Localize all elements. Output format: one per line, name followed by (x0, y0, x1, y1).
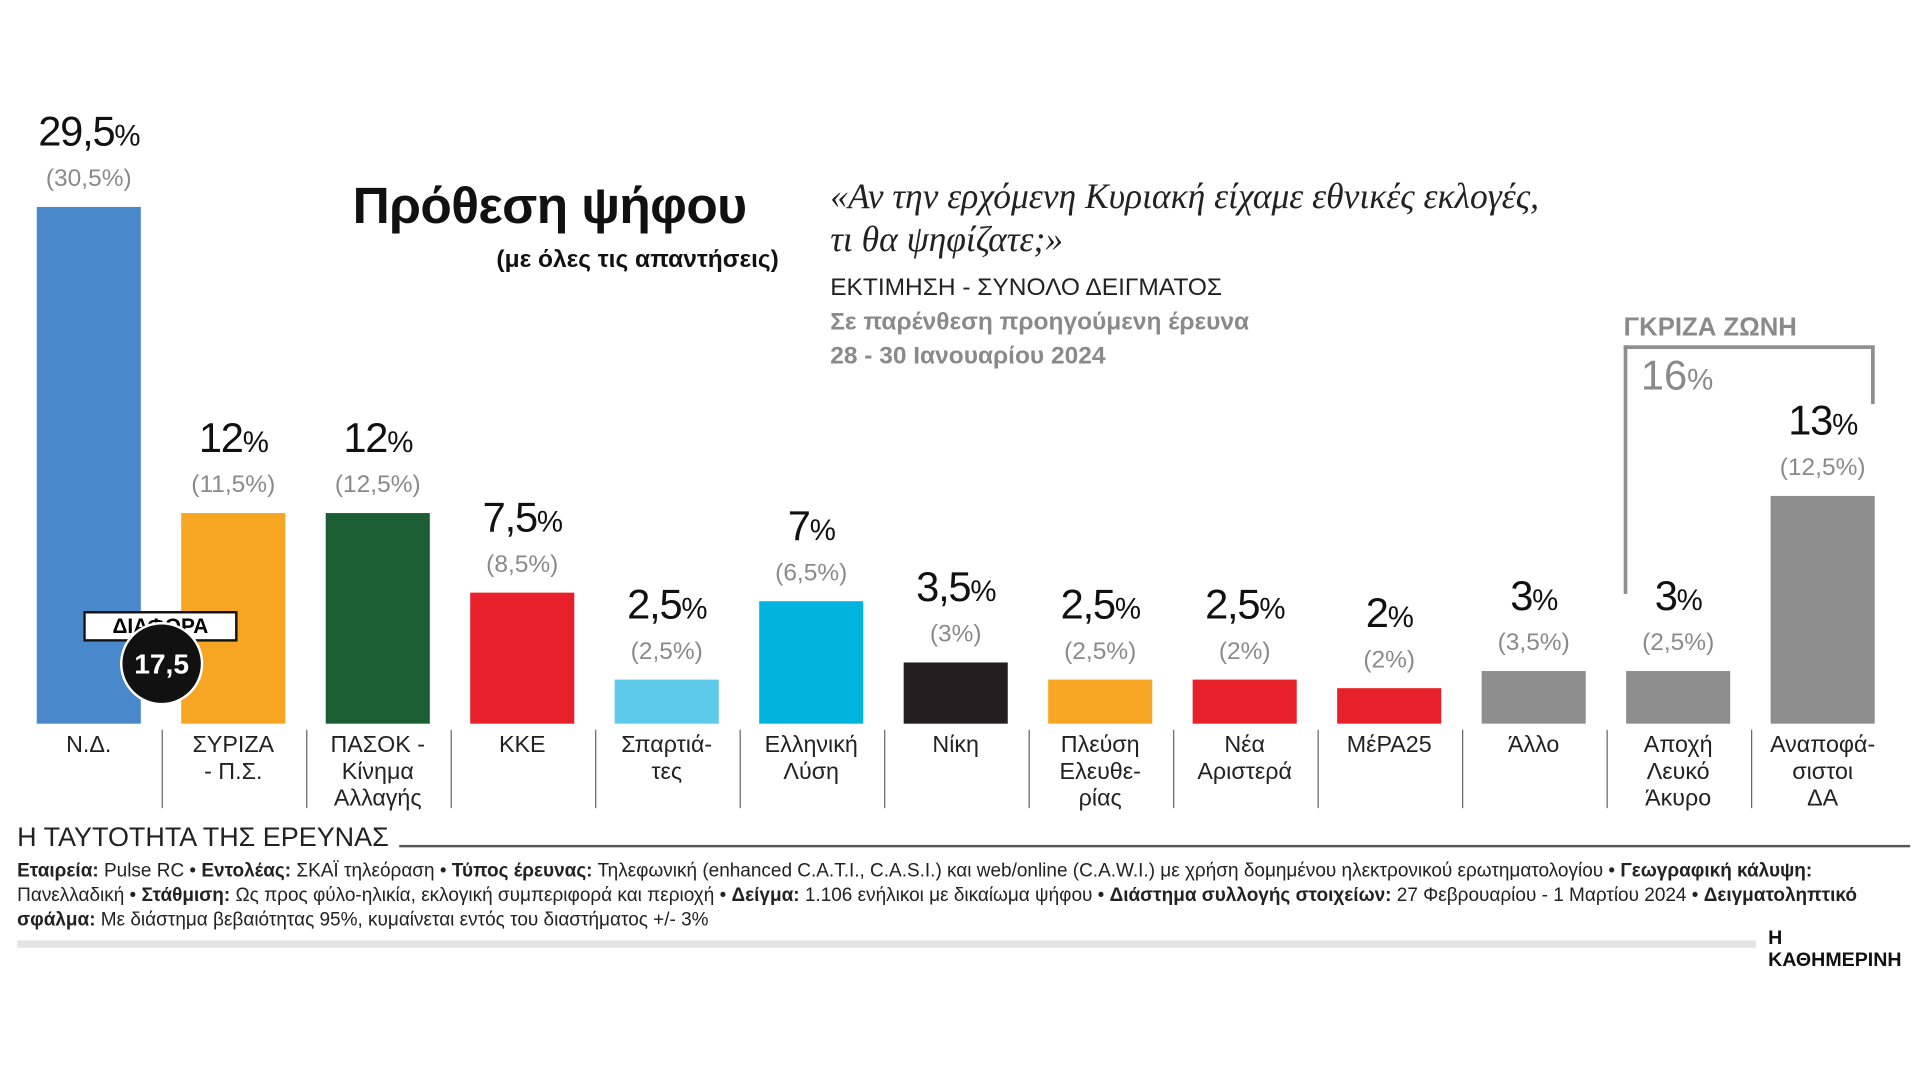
category-label: Πλεύση Ελευθε- ρίας (1059, 732, 1141, 812)
category-label: ΠΑΣΟΚ - Κίνημα Αλλαγής (330, 732, 426, 812)
category-label: Ελληνική Λύση (764, 732, 858, 785)
grey-zone-bracket-right (1871, 345, 1875, 405)
category-separator (595, 729, 597, 809)
grey-zone-bracket (1623, 345, 1875, 594)
category-label: ΜέΡΑ25 (1346, 732, 1432, 758)
bar (1770, 496, 1875, 724)
grey-zone-label: ΓΚΡΙΖΑ ΖΩΝΗ (1623, 313, 1797, 342)
category-separator (739, 729, 741, 809)
poll-question: «Αν την ερχόμενη Κυριακή είχαμε εθνικές … (830, 177, 1540, 260)
survey-detail-item: • Εντολέας: ΣΚΑΪ τηλεόραση (184, 860, 435, 882)
previous-value-label: (2,5%) (1064, 638, 1137, 666)
category-separator (1751, 729, 1753, 809)
survey-detail-item: Εταιρεία: Pulse RC (17, 860, 185, 882)
value-label: 2,5% (1060, 581, 1141, 629)
category-label: Νίκη (932, 732, 979, 758)
category-label: ΚΚΕ (498, 732, 546, 758)
previous-value-label: (6,5%) (775, 559, 848, 587)
bar (470, 592, 575, 724)
value-label: 12% (343, 415, 413, 463)
bar (759, 601, 864, 724)
previous-value-label: (30,5%) (45, 165, 132, 193)
bar (1337, 688, 1442, 724)
value-label: 3% (1510, 573, 1558, 620)
difference-value: 17,5 (120, 622, 204, 706)
previous-value-label: (3,5%) (1497, 629, 1570, 657)
previous-value-label: (2,5%) (1642, 629, 1715, 657)
bar (614, 679, 719, 724)
survey-detail-item: • Τύπος έρευνας: Τηλεφωνική (enhanced C.… (434, 860, 1604, 882)
value-label: 29,5% (38, 109, 140, 156)
bar (1481, 671, 1586, 724)
previous-value-label: (2%) (1363, 647, 1416, 674)
footer-bar (17, 940, 1756, 948)
value-label: 3,5% (916, 564, 996, 611)
category-separator (161, 729, 163, 809)
chart-title: Πρόθεση ψήφου (352, 176, 747, 234)
value-label: 3% (1654, 573, 1703, 620)
category-separator (1462, 729, 1464, 809)
previous-value-label: (8,5%) (486, 550, 559, 578)
value-label: 13% (1788, 398, 1858, 445)
survey-details: Εταιρεία: Pulse RC • Εντολέας: ΣΚΑΪ τηλε… (17, 860, 1903, 933)
previous-value-label: (11,5%) (191, 471, 276, 499)
category-label: Αναποφά- σιστοι ΔΑ (1770, 732, 1876, 812)
chart-subtitle: (με όλες τις απαντήσεις) (496, 246, 779, 274)
category-separator (1606, 729, 1608, 809)
value-label: 2,5% (1205, 581, 1285, 629)
survey-detail-item: • Δειγματοληπτικό σφάλμα: Με διάστημα βε… (17, 885, 1857, 931)
category-label: Νέα Αριστερά (1197, 732, 1292, 785)
estimate-label: ΕΚΤΙΜΗΣΗ - ΣΥΝΟΛΟ ΔΕΙΓΜΑΤΟΣ (830, 274, 1223, 302)
category-separator (306, 729, 308, 809)
bar (1192, 679, 1297, 724)
category-label: ΣΥΡΙΖΑ - Π.Σ. (192, 732, 275, 785)
category-separator (1317, 729, 1319, 809)
survey-detail-item: • Διάστημα συλλογής στοιχείων: 27 Φεβρου… (1092, 885, 1687, 907)
category-label: Αποχή Λευκό Άκυρο (1643, 732, 1713, 812)
bar (325, 513, 430, 724)
category-label: Άλλο (1507, 732, 1560, 758)
survey-detail-item: • Στάθμιση: Ως προς φύλο-ηλικία, εκλογικ… (124, 885, 715, 907)
category-separator (450, 729, 452, 809)
previous-value-label: (2,5%) (630, 638, 703, 666)
value-label: 2% (1365, 590, 1414, 638)
value-label: 12% (198, 415, 269, 463)
previous-value-label: (2%) (1218, 638, 1271, 666)
previous-dates: 28 - 30 Ιανουαρίου 2024 (830, 342, 1106, 370)
brand-logo: Η ΚΑΘΗΜΕΡΙΝΗ (1768, 928, 1902, 972)
category-label: Σπαρτιά- τες (621, 732, 713, 785)
survey-detail-item: • Γεωγραφική κάλυψη: Πανελλαδική (17, 860, 1813, 907)
previous-value-label: (3%) (929, 620, 982, 648)
survey-identity-heading: Η ΤΑΥΤΟΤΗΤΑ ΤΗΣ ΕΡΕΥΝΑΣ (17, 821, 389, 853)
bar (1048, 679, 1153, 724)
previous-value-label: (12,5%) (334, 471, 421, 499)
survey-detail-item: • Δείγμα: 1.106 ενήλικοι με δικαίωμα ψήφ… (714, 885, 1093, 907)
value-label: 7% (787, 503, 836, 550)
bar (1626, 671, 1731, 724)
grey-zone-value: 16% (1640, 352, 1714, 400)
bar (903, 662, 1008, 724)
category-separator (1173, 729, 1175, 809)
value-label: 2,5% (627, 581, 707, 629)
category-separator (884, 729, 886, 809)
parenthesis-note: Σε παρένθεση προηγούμενη έρευνα (830, 308, 1250, 336)
previous-value-label: (12,5%) (1779, 454, 1866, 482)
category-label: Ν.Δ. (66, 732, 112, 758)
value-label: 7,5% (482, 494, 563, 541)
category-separator (1028, 729, 1030, 809)
divider (399, 844, 1911, 848)
